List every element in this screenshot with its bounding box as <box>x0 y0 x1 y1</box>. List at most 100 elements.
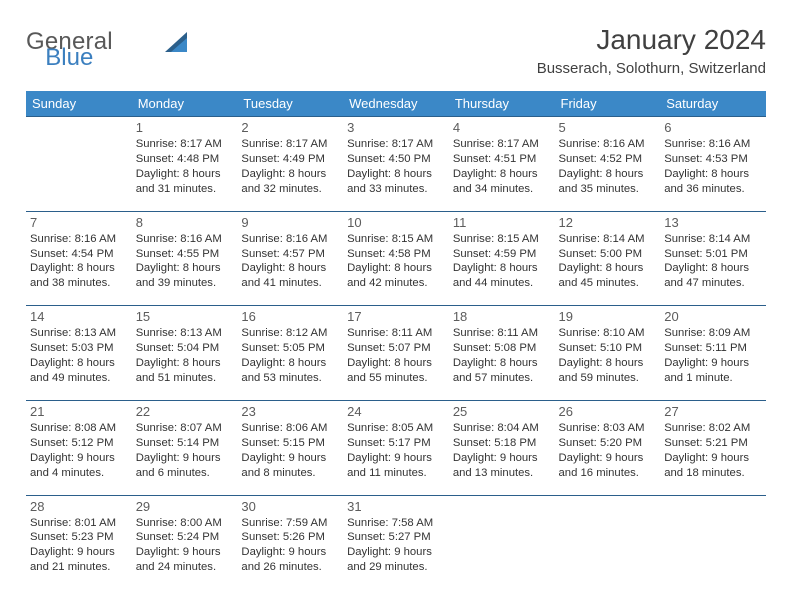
sun-info-line: Daylight: 8 hours <box>453 167 551 182</box>
sun-info-line: Sunset: 5:27 PM <box>347 530 445 545</box>
day-number: 10 <box>347 215 445 230</box>
sun-info-line: and 31 minutes. <box>136 182 234 197</box>
sun-info-line: Sunset: 4:57 PM <box>241 247 339 262</box>
sun-info-line: Sunset: 5:23 PM <box>30 530 128 545</box>
sun-info-line: Sunset: 5:07 PM <box>347 341 445 356</box>
sun-info-line: Daylight: 9 hours <box>136 451 234 466</box>
sun-info-line: Sunrise: 8:08 AM <box>30 421 128 436</box>
day-number: 31 <box>347 499 445 514</box>
sun-info-line: and 57 minutes. <box>453 371 551 386</box>
sun-info: Sunrise: 8:11 AMSunset: 5:07 PMDaylight:… <box>347 326 445 386</box>
sun-info-line: Sunrise: 8:06 AM <box>241 421 339 436</box>
sun-info-line: Daylight: 8 hours <box>453 261 551 276</box>
sun-info-line: Daylight: 8 hours <box>241 356 339 371</box>
sun-info-line: Daylight: 8 hours <box>453 356 551 371</box>
sun-info-line: and 34 minutes. <box>453 182 551 197</box>
day-cell: 2Sunrise: 8:17 AMSunset: 4:49 PMDaylight… <box>237 117 343 212</box>
sun-info-line: Sunrise: 7:58 AM <box>347 516 445 531</box>
sun-info: Sunrise: 8:14 AMSunset: 5:01 PMDaylight:… <box>664 232 762 292</box>
sun-info-line: Sunset: 5:05 PM <box>241 341 339 356</box>
sun-info-line: and 16 minutes. <box>559 466 657 481</box>
sun-info-line: and 55 minutes. <box>347 371 445 386</box>
sun-info-line: Sunrise: 8:11 AM <box>347 326 445 341</box>
day-header: Monday <box>132 91 238 117</box>
sun-info-line: and 13 minutes. <box>453 466 551 481</box>
brand-logo: General Blue <box>26 24 193 56</box>
sun-info: Sunrise: 7:58 AMSunset: 5:27 PMDaylight:… <box>347 516 445 576</box>
sun-info-line: Sunset: 5:17 PM <box>347 436 445 451</box>
sun-info-line: and 8 minutes. <box>241 466 339 481</box>
day-number: 18 <box>453 309 551 324</box>
sun-info-line: Sunrise: 8:17 AM <box>347 137 445 152</box>
day-number: 1 <box>136 120 234 135</box>
day-number: 17 <box>347 309 445 324</box>
day-cell <box>555 495 661 589</box>
sun-info-line: Sunset: 4:51 PM <box>453 152 551 167</box>
day-cell: 14Sunrise: 8:13 AMSunset: 5:03 PMDayligh… <box>26 306 132 401</box>
sun-info-line: and 51 minutes. <box>136 371 234 386</box>
sun-info-line: and 41 minutes. <box>241 276 339 291</box>
page-header: General Blue January 2024 Busserach, Sol… <box>26 24 766 77</box>
sun-info-line: Sunrise: 8:17 AM <box>453 137 551 152</box>
day-header: Wednesday <box>343 91 449 117</box>
sun-info-line: and 38 minutes. <box>30 276 128 291</box>
sun-info: Sunrise: 8:17 AMSunset: 4:48 PMDaylight:… <box>136 137 234 197</box>
sun-info: Sunrise: 8:13 AMSunset: 5:04 PMDaylight:… <box>136 326 234 386</box>
day-number: 4 <box>453 120 551 135</box>
sun-info-line: Daylight: 8 hours <box>241 167 339 182</box>
brand-name-sub: Blue <box>45 44 93 71</box>
sun-info-line: and 53 minutes. <box>241 371 339 386</box>
sun-info-line: Sunrise: 8:00 AM <box>136 516 234 531</box>
sun-info-line: and 11 minutes. <box>347 466 445 481</box>
sun-info: Sunrise: 8:03 AMSunset: 5:20 PMDaylight:… <box>559 421 657 481</box>
sun-info-line: Sunset: 5:10 PM <box>559 341 657 356</box>
day-number: 23 <box>241 404 339 419</box>
sun-info-line: Sunset: 4:53 PM <box>664 152 762 167</box>
title-block: January 2024 Busserach, Solothurn, Switz… <box>537 24 766 77</box>
sun-info-line: Daylight: 8 hours <box>136 167 234 182</box>
sun-info-line: Sunrise: 8:14 AM <box>559 232 657 247</box>
sun-info-line: and 39 minutes. <box>136 276 234 291</box>
sun-info-line: Daylight: 8 hours <box>347 167 445 182</box>
sun-info: Sunrise: 8:16 AMSunset: 4:57 PMDaylight:… <box>241 232 339 292</box>
sun-info-line: Daylight: 8 hours <box>664 167 762 182</box>
sun-info-line: Daylight: 8 hours <box>559 261 657 276</box>
day-cell <box>26 117 132 212</box>
sun-info-line: Daylight: 9 hours <box>30 545 128 560</box>
sun-info-line: Daylight: 9 hours <box>347 451 445 466</box>
sun-info-line: and 35 minutes. <box>559 182 657 197</box>
sun-info-line: Daylight: 8 hours <box>136 356 234 371</box>
day-number: 25 <box>453 404 551 419</box>
sun-info: Sunrise: 8:02 AMSunset: 5:21 PMDaylight:… <box>664 421 762 481</box>
sun-info-line: Sunset: 5:14 PM <box>136 436 234 451</box>
sun-info-line: Sunrise: 8:14 AM <box>664 232 762 247</box>
sun-info-line: Sunrise: 8:17 AM <box>241 137 339 152</box>
sun-info-line: Daylight: 8 hours <box>241 261 339 276</box>
week-row: 14Sunrise: 8:13 AMSunset: 5:03 PMDayligh… <box>26 306 766 401</box>
sun-info-line: Sunset: 4:54 PM <box>30 247 128 262</box>
sun-info: Sunrise: 8:06 AMSunset: 5:15 PMDaylight:… <box>241 421 339 481</box>
sun-info: Sunrise: 8:16 AMSunset: 4:55 PMDaylight:… <box>136 232 234 292</box>
day-header-row: Sunday Monday Tuesday Wednesday Thursday… <box>26 91 766 117</box>
sun-info: Sunrise: 8:12 AMSunset: 5:05 PMDaylight:… <box>241 326 339 386</box>
day-header: Sunday <box>26 91 132 117</box>
sun-info: Sunrise: 8:04 AMSunset: 5:18 PMDaylight:… <box>453 421 551 481</box>
sun-info: Sunrise: 8:11 AMSunset: 5:08 PMDaylight:… <box>453 326 551 386</box>
day-cell: 11Sunrise: 8:15 AMSunset: 4:59 PMDayligh… <box>449 211 555 306</box>
day-number: 28 <box>30 499 128 514</box>
day-cell: 24Sunrise: 8:05 AMSunset: 5:17 PMDayligh… <box>343 400 449 495</box>
day-cell: 4 Sunrise: 8:17 AMSunset: 4:51 PMDaylight… <box>449 117 555 212</box>
brand-triangle-icon <box>165 30 193 54</box>
day-cell: 25 Sunrise: 8:04 AMSunset: 5:18 PMDayligh… <box>449 400 555 495</box>
day-number: 24 <box>347 404 445 419</box>
day-header: Thursday <box>449 91 555 117</box>
sun-info-line: Sunset: 5:24 PM <box>136 530 234 545</box>
sun-info-line: Sunrise: 8:04 AM <box>453 421 551 436</box>
sun-info-line: Daylight: 8 hours <box>664 261 762 276</box>
day-number: 5 <box>559 120 657 135</box>
sun-info-line: Sunrise: 8:13 AM <box>136 326 234 341</box>
sun-info-line: Sunrise: 8:12 AM <box>241 326 339 341</box>
sun-info-line: Daylight: 9 hours <box>241 451 339 466</box>
sun-info-line: Sunrise: 8:02 AM <box>664 421 762 436</box>
sun-info: Sunrise: 8:13 AMSunset: 5:03 PMDaylight:… <box>30 326 128 386</box>
